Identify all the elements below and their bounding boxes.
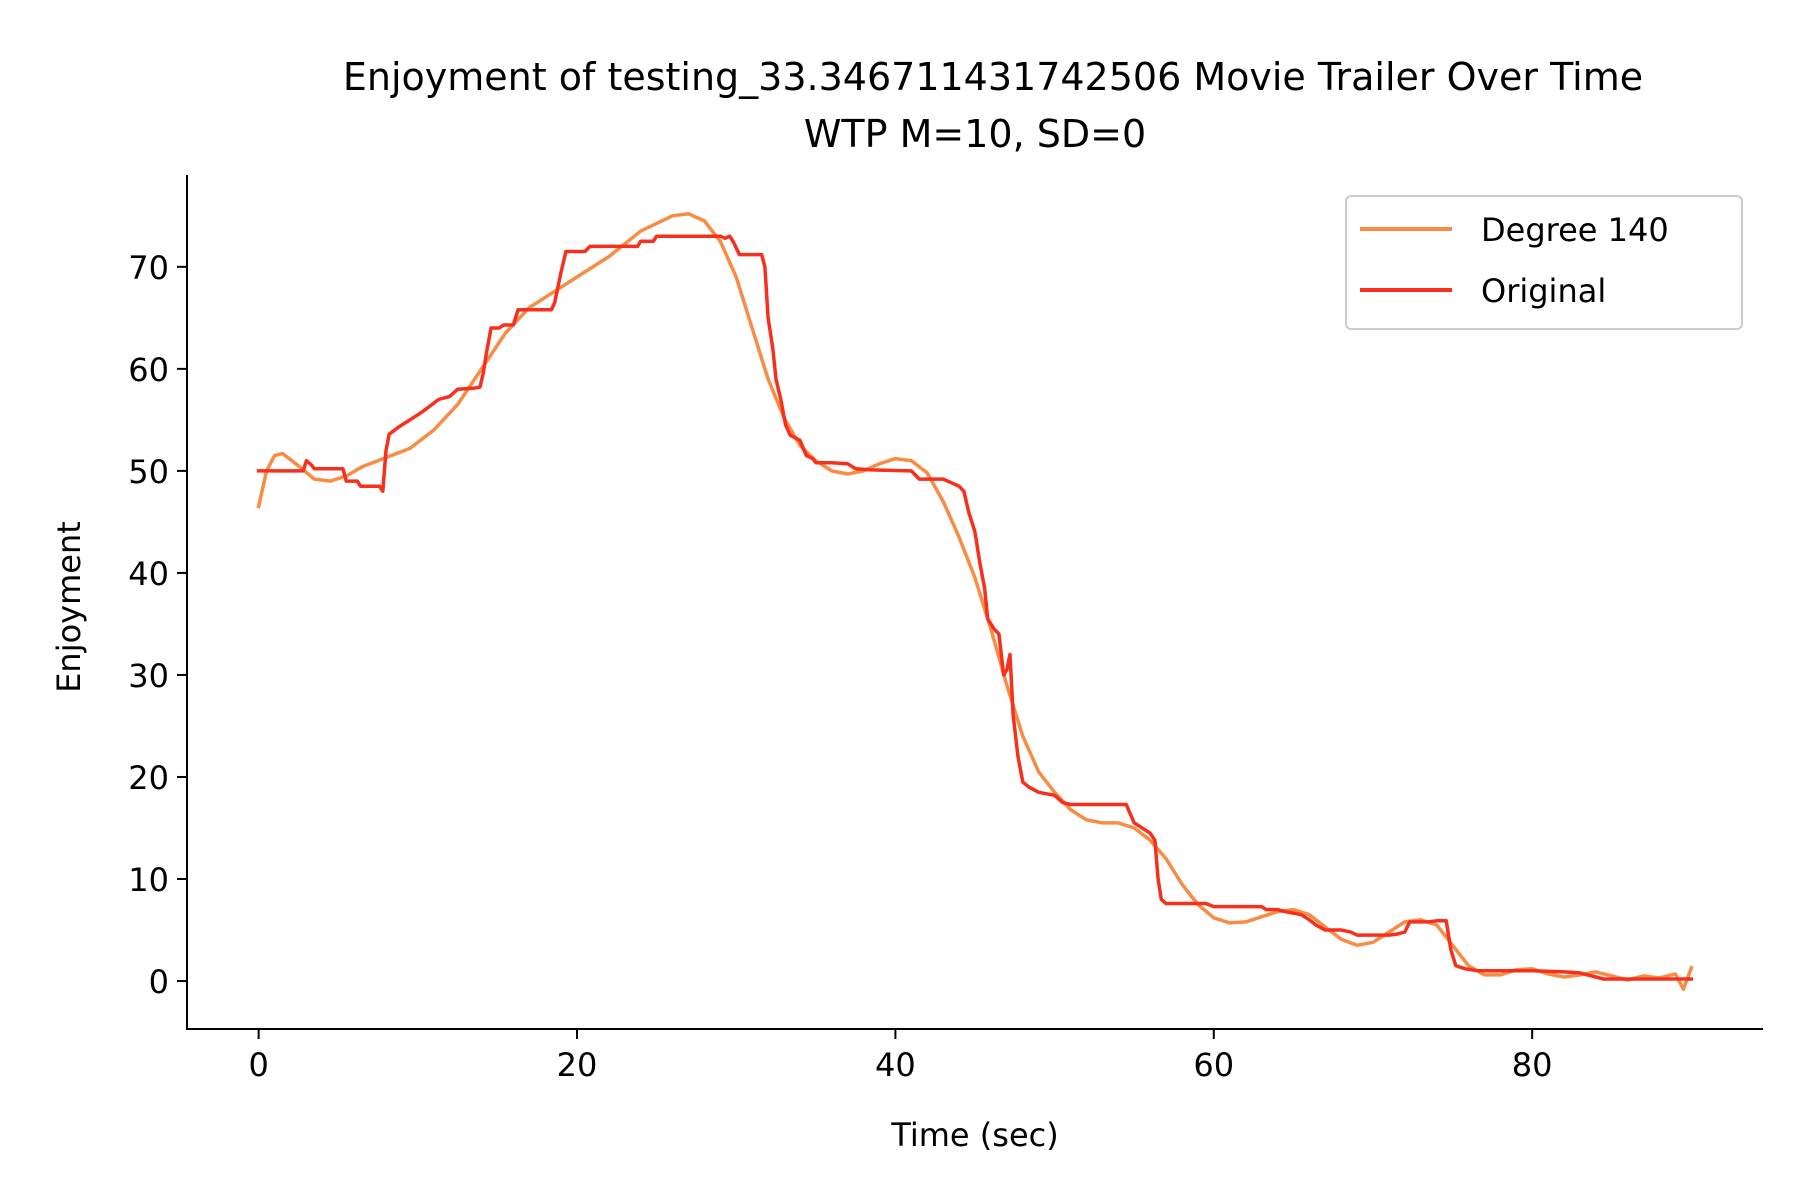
x-tick-label: 60 <box>1193 1046 1234 1084</box>
y-tick-label: 40 <box>128 555 169 593</box>
y-axis-label: Enjoyment <box>50 521 88 693</box>
y-tick-label: 70 <box>128 249 169 287</box>
series-line-degree-140 <box>256 212 1694 991</box>
x-axis-label: Time (sec) <box>890 1116 1058 1154</box>
plot-area: 0 20 40 60 80 0 10 20 30 40 50 60 70 <box>128 175 1763 1084</box>
chart-subtitle: WTP M=10, SD=0 <box>804 112 1146 156</box>
y-tick-label: 0 <box>149 963 169 1001</box>
x-tick-label: 20 <box>557 1046 598 1084</box>
series-line-original <box>256 234 1694 981</box>
y-tick-label: 20 <box>128 759 169 797</box>
y-tick-label: 60 <box>128 351 169 389</box>
legend-label-original: Original <box>1481 272 1606 310</box>
legend-label-degree-140: Degree 140 <box>1481 211 1669 249</box>
legend: Degree 140 Original <box>1345 195 1743 330</box>
x-tick-label: 40 <box>875 1046 916 1084</box>
y-tick-label: 30 <box>128 657 169 695</box>
y-tick-label: 50 <box>128 453 169 491</box>
x-tick-label: 80 <box>1512 1046 1553 1084</box>
chart-title: Enjoyment of testing_33.346711431742506 … <box>343 55 1643 99</box>
x-tick-label: 0 <box>248 1046 268 1084</box>
y-tick-label: 10 <box>128 861 169 899</box>
